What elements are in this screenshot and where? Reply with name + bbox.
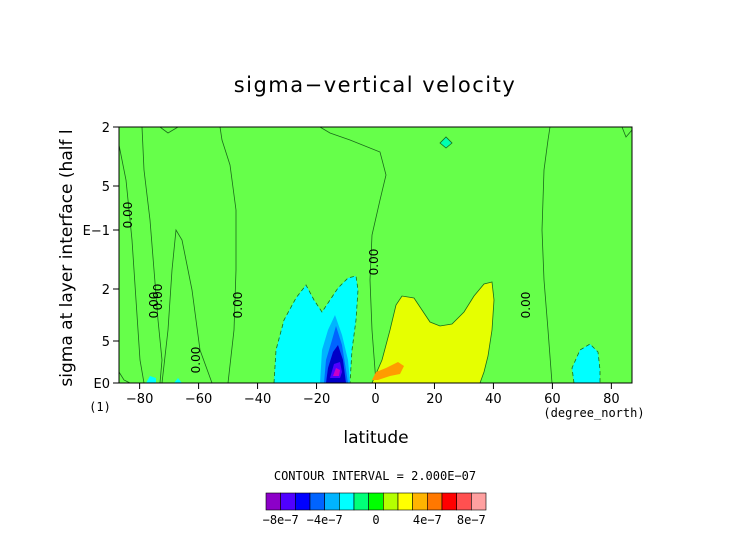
colorbar-swatch — [339, 492, 355, 511]
y-tick-label: 5 — [102, 335, 110, 350]
colorbar-swatch — [353, 492, 369, 511]
x-tick-label: 0 — [371, 392, 379, 407]
contour-label: 0.00 — [121, 202, 135, 229]
colorbar-swatch — [280, 492, 296, 511]
x-tick-label: −60 — [185, 392, 212, 407]
contour-labels: 0.000.000.000.000.000.000.00 — [121, 202, 533, 374]
contour-label: 0.00 — [189, 347, 203, 374]
contour-label: 0.00 — [147, 292, 161, 319]
y-axis-label: sigma at layer interface (half l — [57, 129, 77, 386]
contour-label: 0.00 — [367, 249, 381, 276]
colorbar-swatch — [427, 492, 443, 511]
y-tick-label: 2 — [102, 283, 110, 298]
polar-negative-patch — [571, 343, 601, 384]
x-axis: −80 −60 −40 −20 0 20 40 60 80 — [126, 383, 620, 407]
x-tick-label: −40 — [244, 392, 271, 407]
plot-area — [118, 126, 633, 384]
positive-lobe-yellow — [371, 281, 495, 384]
zero-contour-east — [541, 126, 553, 384]
contour-label: 0.00 — [231, 292, 245, 319]
y-tick-label: E−1 — [83, 224, 110, 239]
colorbar-swatch — [441, 492, 457, 511]
colorbar-swatch — [309, 492, 325, 511]
zero-contour-top-right — [621, 126, 633, 138]
x-axis-label: latitude — [343, 428, 408, 448]
y-tick-label: 5 — [102, 180, 110, 195]
colorbar-swatch — [324, 492, 340, 511]
colorbar-swatch — [397, 492, 413, 511]
contour-label: 0.00 — [151, 284, 165, 311]
colorbar-swatch — [456, 492, 472, 511]
colorbar-tick-label: −8e−7 — [263, 513, 299, 527]
x-tick-label: 20 — [426, 392, 443, 407]
zero-contour-top-dip — [439, 136, 453, 149]
surface-negative-speck — [174, 378, 182, 383]
zero-contour-bottom-dip — [118, 371, 131, 384]
y-tick-label: E0 — [94, 377, 111, 392]
colorbar — [265, 492, 487, 511]
zero-contour-eq — [319, 126, 387, 384]
contour-interval-label: CONTOUR INTERVAL = 2.000E−07 — [274, 469, 476, 483]
colorbar-tick-label: 0 — [372, 513, 379, 527]
surface-negative-speck — [146, 376, 156, 383]
positive-lobe-orange — [372, 362, 404, 380]
colorbar-tick-label: −4e−7 — [307, 513, 343, 527]
field-background-zero — [119, 127, 632, 383]
x-tick-label: 40 — [485, 392, 502, 407]
colorbar-tick-label: 8e−7 — [457, 513, 486, 527]
colorbar-tick-label: 4e−7 — [413, 513, 442, 527]
x-tick-label: 60 — [544, 392, 561, 407]
chart-title: sigma−vertical velocity — [234, 73, 517, 97]
colorbar-swatch — [265, 492, 281, 511]
x-tick-label: −20 — [303, 392, 330, 407]
colorbar-ticks: −8e−7 −4e−7 0 4e−7 8e−7 — [263, 513, 486, 527]
y-axis-units: (1) — [89, 400, 111, 414]
x-axis-units: (degree_north) — [543, 406, 644, 420]
colorbar-swatch — [383, 492, 399, 511]
contour-label: 0.00 — [519, 292, 533, 319]
zero-contour-top-left — [159, 126, 179, 134]
negative-lobe-minimum — [333, 368, 340, 376]
x-tick-label: −80 — [126, 392, 153, 407]
colorbar-swatch — [368, 492, 384, 511]
colorbar-swatch — [295, 492, 311, 511]
colorbar-swatch — [471, 492, 487, 511]
zero-contour-mid — [219, 126, 237, 384]
y-axis: 2 5 E−1 2 5 E0 — [83, 121, 119, 392]
colorbar-swatch — [412, 492, 428, 511]
zero-contour-west-2 — [161, 228, 213, 384]
y-tick-label: 2 — [102, 121, 110, 136]
x-tick-label: 80 — [603, 392, 620, 407]
